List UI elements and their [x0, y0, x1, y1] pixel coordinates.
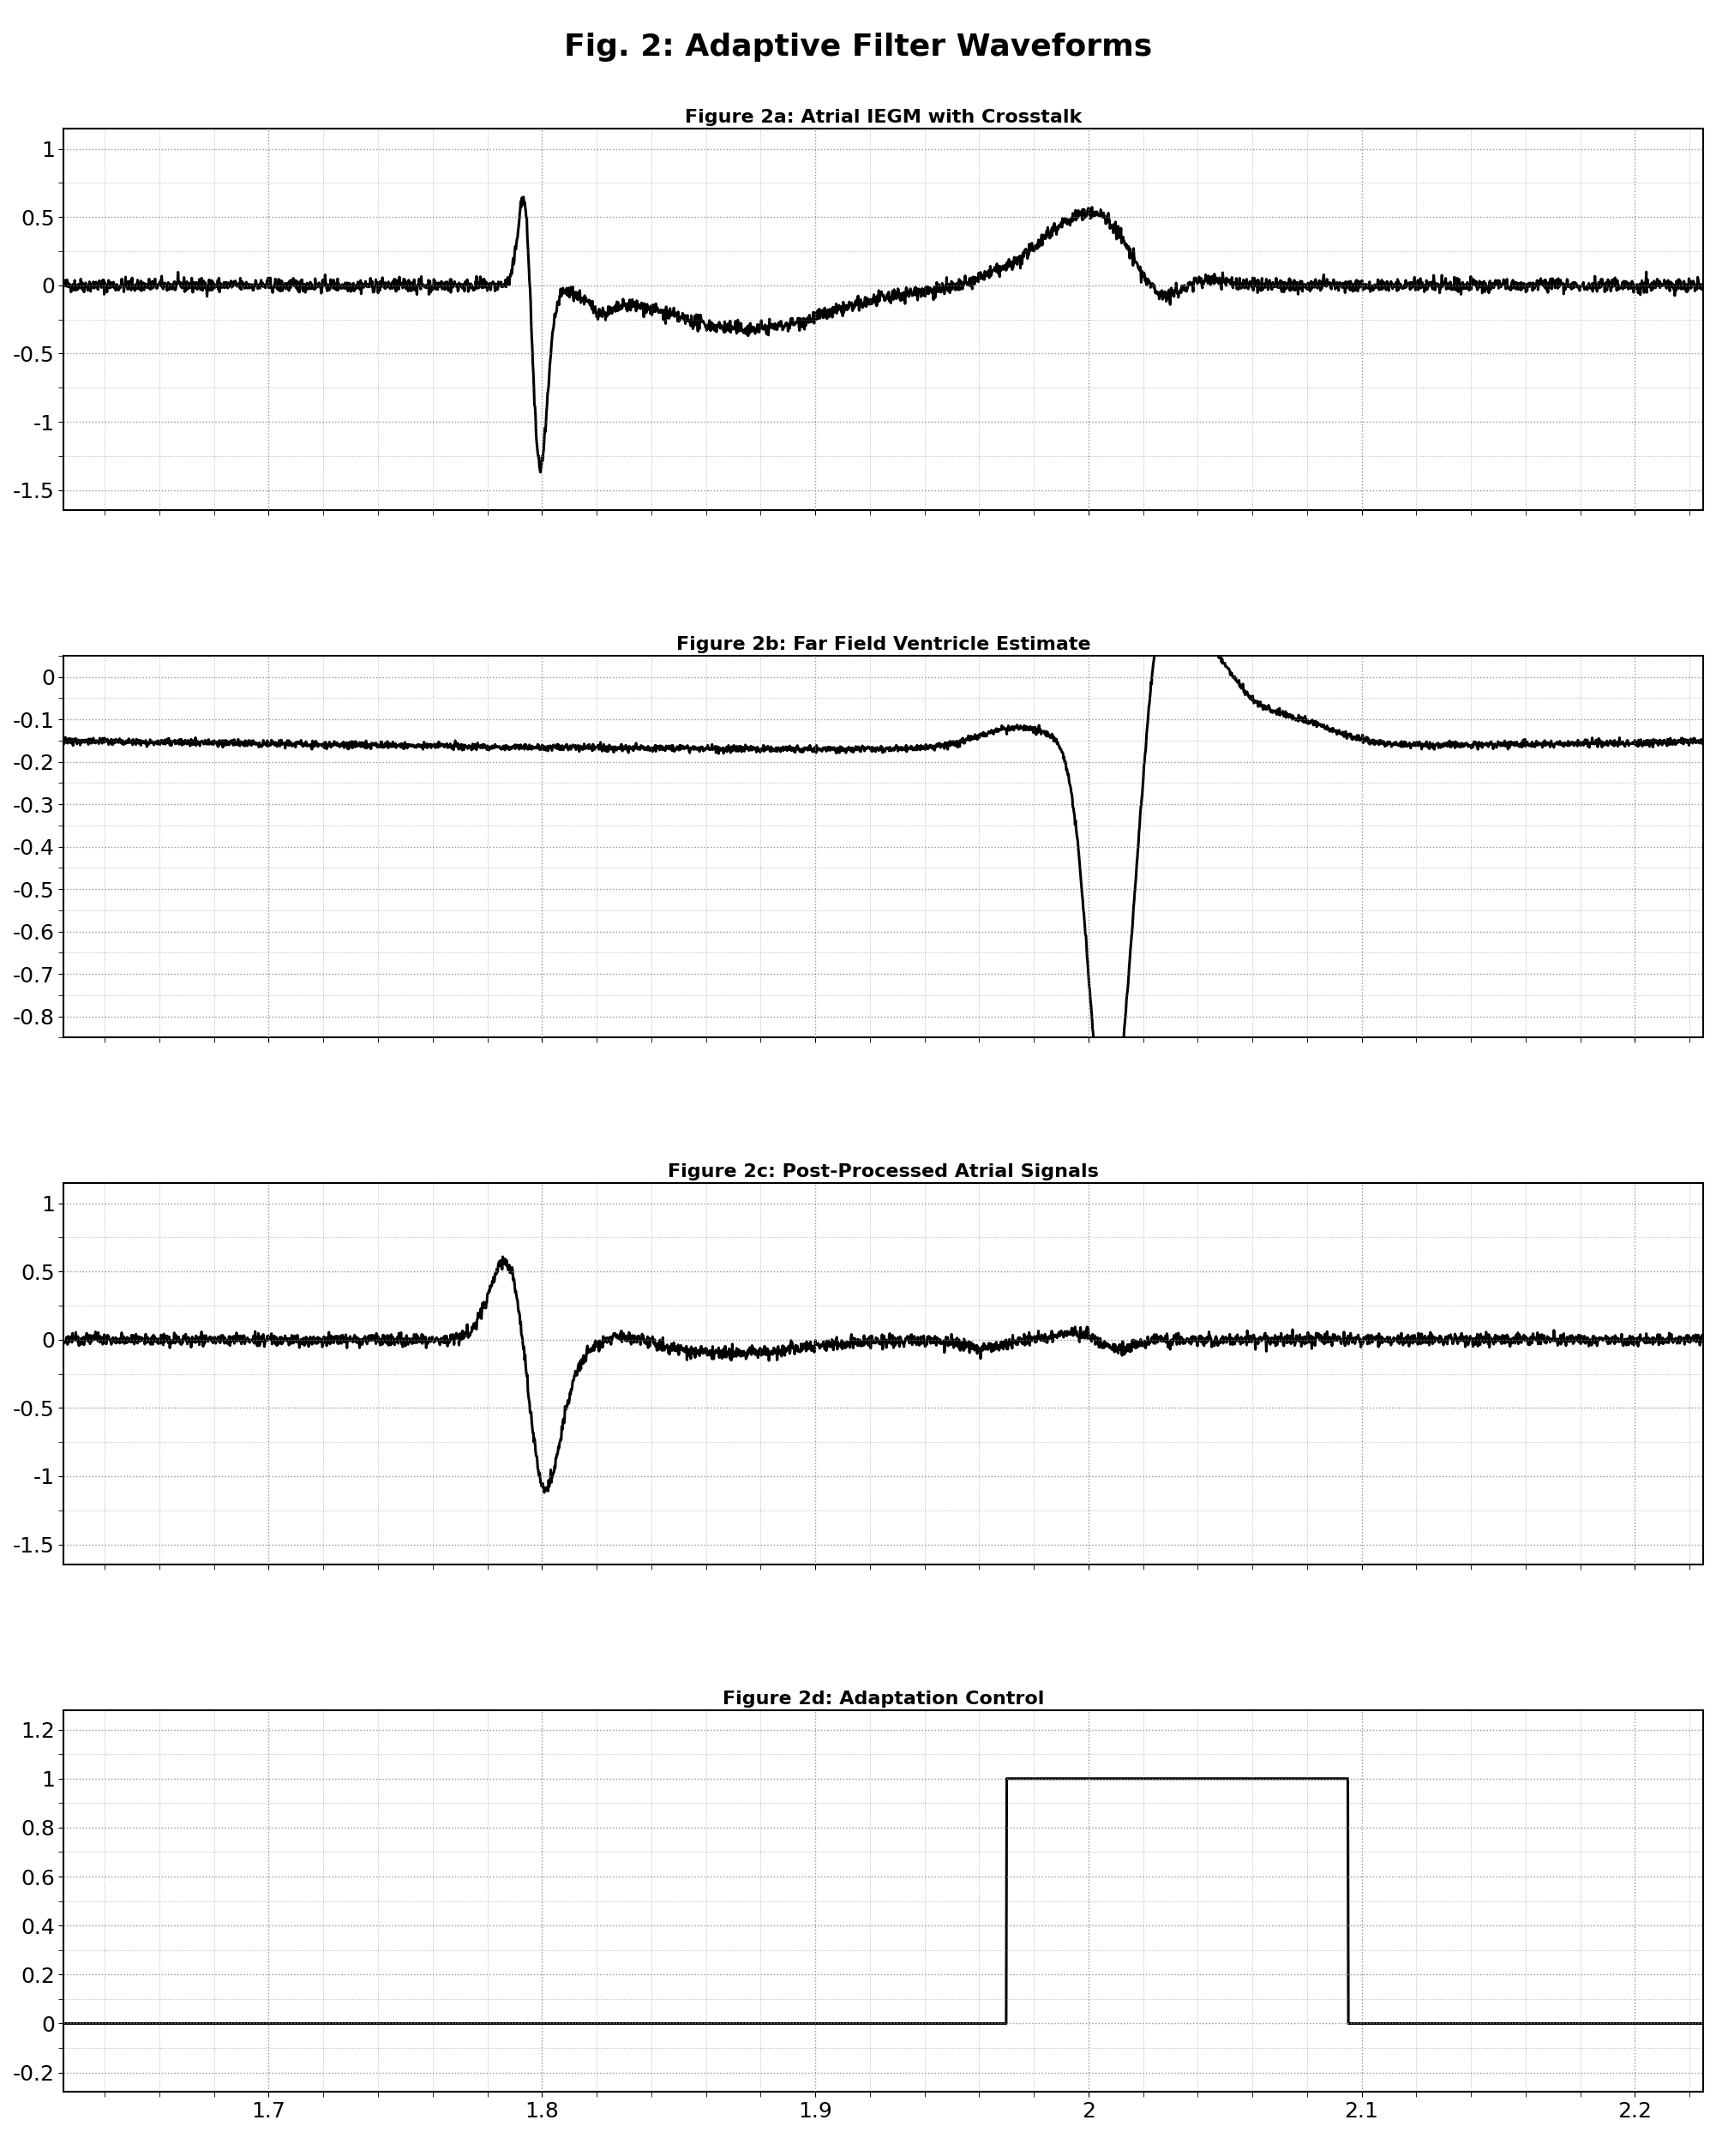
- Title: Figure 2c: Post-Processed Atrial Signals: Figure 2c: Post-Processed Atrial Signals: [668, 1164, 1098, 1179]
- Text: Fig. 2: Adaptive Filter Waveforms: Fig. 2: Adaptive Filter Waveforms: [565, 32, 1151, 63]
- Title: Figure 2a: Atrial IEGM with Crosstalk: Figure 2a: Atrial IEGM with Crosstalk: [685, 108, 1083, 125]
- Title: Figure 2b: Far Field Ventricle Estimate: Figure 2b: Far Field Ventricle Estimate: [676, 636, 1091, 653]
- Title: Figure 2d: Adaptation Control: Figure 2d: Adaptation Control: [722, 1690, 1045, 1708]
